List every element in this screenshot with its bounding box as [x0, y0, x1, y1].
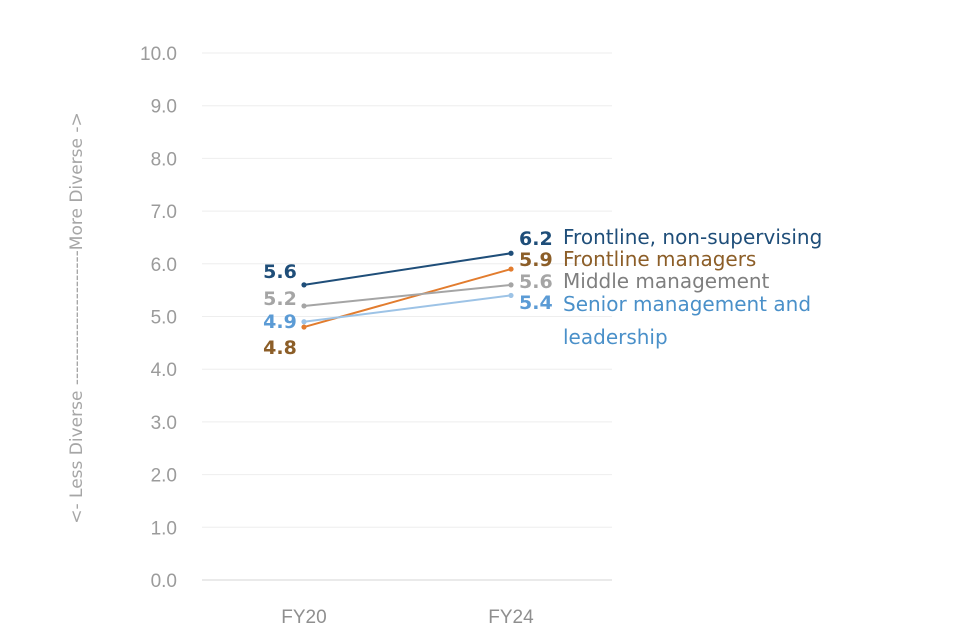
series-name-label: Middle management: [563, 269, 770, 293]
y-tick-label: 2.0: [151, 466, 177, 487]
y-tick-label: 4.0: [151, 360, 177, 381]
data-point: [301, 319, 307, 325]
data-point: [301, 324, 307, 330]
series-name-label: Senior management and: [563, 292, 811, 316]
y-tick-label: 7.0: [151, 202, 177, 223]
series-frontline-non-supervising: 5.6 6.2 Frontline, non-supervising: [263, 225, 822, 288]
end-value-label: 5.6: [519, 271, 553, 293]
series-name-label: Frontline, non-supervising: [563, 225, 822, 249]
series-senior-management-and-leadership: 4.9 5.4 Senior management and leadership: [263, 292, 811, 349]
start-value-label: 4.9: [263, 311, 297, 333]
y-axis-label: <- Less Diverse ----------------------Mo…: [67, 112, 87, 524]
series-middle-management: 5.2 5.6 Middle management: [263, 269, 769, 310]
y-tick-label: 10.0: [140, 44, 177, 65]
start-value-label: 5.6: [263, 261, 297, 283]
series-line: [303, 294, 512, 323]
data-point: [508, 292, 514, 299]
series-line: [303, 252, 512, 286]
data-point: [508, 266, 514, 272]
y-tick-label: 5.0: [151, 308, 177, 329]
y-tick-label: 1.0: [151, 518, 177, 539]
gridlines: [202, 52, 612, 581]
series-line: [303, 283, 512, 307]
series-group: 5.6 6.2 Frontline, non-supervising 4.8 5.9 Fr…: [263, 225, 822, 359]
data-point: [508, 250, 514, 256]
y-tick-label: 3.0: [151, 413, 177, 434]
data-point: [508, 282, 514, 288]
series-name-label: leadership: [563, 325, 668, 349]
data-point: [301, 303, 307, 309]
x-tick-label: FY24: [488, 607, 534, 628]
y-axis-ticks: 0.0 1.0 2.0 3.0 4.0 5.0 6.0 7.0 8.0 9.0 10.0: [140, 44, 177, 592]
start-value-label: 4.8: [263, 337, 297, 359]
x-tick-label: FY20: [281, 607, 326, 628]
end-value-label: 5.4: [519, 292, 553, 314]
data-point: [301, 282, 307, 288]
x-axis-ticks: FY20 FY24: [281, 607, 534, 628]
y-tick-label: 6.0: [151, 255, 177, 276]
start-value-label: 5.2: [263, 288, 297, 310]
end-value-label: 6.2: [519, 228, 553, 250]
y-tick-label: 9.0: [151, 97, 177, 118]
series-name-label: Frontline managers: [563, 247, 756, 271]
end-value-label: 5.9: [519, 249, 553, 271]
y-tick-label: 0.0: [151, 571, 177, 592]
y-tick-label: 8.0: [151, 149, 177, 170]
